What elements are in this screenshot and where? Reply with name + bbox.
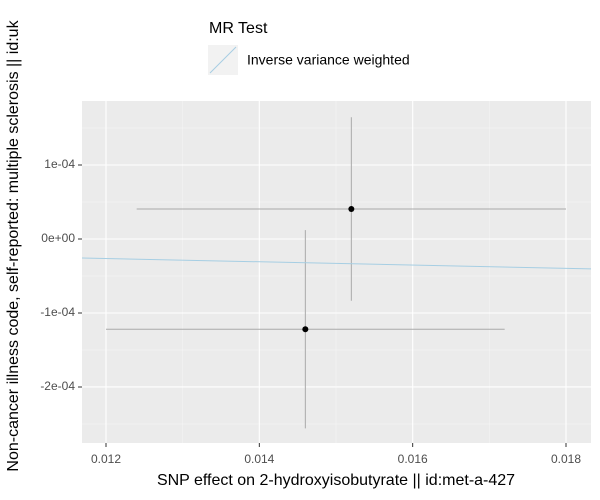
marks [81, 117, 592, 429]
x-tick-label: 0.014 [244, 452, 274, 466]
y-tick-label: 1e-04 [44, 157, 75, 171]
y-tick-label: -2e-04 [40, 379, 75, 393]
regression-line [81, 257, 592, 270]
x-tick-label: 0.018 [551, 452, 581, 466]
y-tick-label: -1e-04 [40, 305, 75, 319]
grid [82, 101, 591, 443]
legend-label: Inverse variance weighted [247, 52, 410, 68]
y-axis-label: Non-cancer illness code, self-reported: … [5, 19, 22, 471]
legend-title: MR Test [209, 20, 268, 37]
point [302, 326, 309, 333]
y-tick-label: 0e+00 [41, 231, 75, 245]
x-tick-label: 0.016 [398, 452, 428, 466]
point [348, 206, 355, 213]
panel [82, 101, 591, 443]
x-tick-label: 0.012 [91, 452, 121, 466]
x-axis-label: SNP effect on 2-hydroxyisobutyrate || id… [157, 472, 515, 489]
legend-key-line [209, 46, 237, 74]
